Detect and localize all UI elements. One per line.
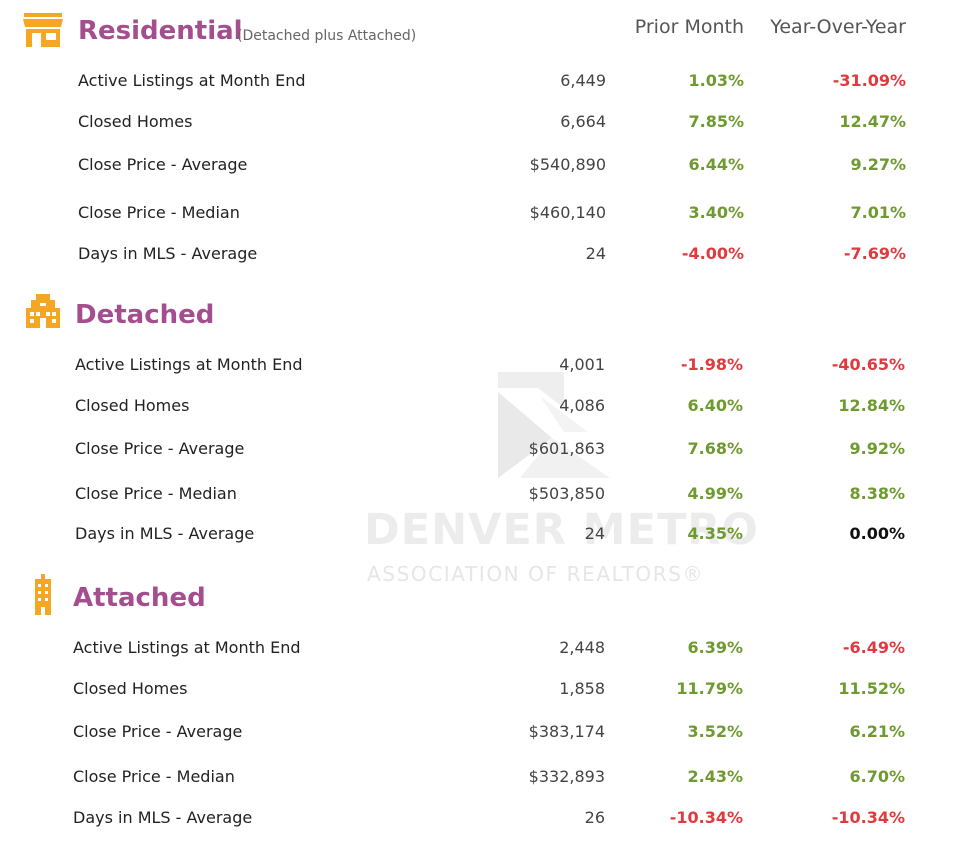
metric-label: Close Price - Median [73,767,235,786]
metric-value: 1,858 [559,679,605,698]
metric-label: Close Price - Median [78,203,240,222]
prior-month-change: 11.79% [676,679,743,698]
storefront-icon [23,13,63,47]
metric-value: $460,140 [529,203,606,222]
year-over-year-change: -6.49% [842,638,905,657]
metric-value: 24 [584,524,605,543]
metric-label: Close Price - Average [75,439,245,458]
metric-value: 26 [584,808,605,827]
prior-month-change: 4.99% [687,484,743,503]
table-row: Close Price - Average $601,863 7.68% 9.9… [0,439,961,463]
prior-month-header: Prior Month [634,16,744,38]
metric-label: Closed Homes [73,679,188,698]
table-row: Closed Homes 1,858 11.79% 11.52% [0,679,961,703]
metric-value: $601,863 [528,439,605,458]
table-row: Days in MLS - Average 24 -4.00% -7.69% [0,244,961,268]
year-over-year-change: -31.09% [832,71,906,90]
prior-month-change: 1.03% [688,71,744,90]
section-subtitle-residential: (Detached plus Attached) [237,28,417,44]
metric-label: Days in MLS - Average [75,524,255,543]
year-over-year-change: 6.21% [849,722,905,741]
year-over-year-change: 8.38% [849,484,905,503]
metric-label: Close Price - Average [78,155,248,174]
metric-value: 4,001 [559,355,605,374]
table-row: Close Price - Median $460,140 3.40% 7.01… [0,203,961,227]
prior-month-change: 6.40% [687,396,743,415]
metric-value: $383,174 [528,722,605,741]
prior-month-change: -10.34% [669,808,743,827]
year-over-year-change: 9.27% [850,155,906,174]
prior-month-change: 7.68% [687,439,743,458]
table-row: Days in MLS - Average 26 -10.34% -10.34% [0,808,961,832]
table-row: Days in MLS - Average 24 4.35% 0.00% [0,524,961,548]
year-over-year-change: 9.92% [849,439,905,458]
metric-value: $540,890 [529,155,606,174]
year-over-year-change: -40.65% [831,355,905,374]
metric-label: Active Listings at Month End [78,71,306,90]
metric-label: Close Price - Average [73,722,243,741]
year-over-year-change: 12.84% [838,396,905,415]
year-over-year-change: 6.70% [849,767,905,786]
section-title-attached: Attached [73,583,206,613]
metric-label: Closed Homes [78,112,193,131]
metric-value: 2,448 [559,638,605,657]
tower-building-icon [35,574,51,615]
metric-value: 24 [585,244,606,263]
prior-month-change: 6.39% [687,638,743,657]
year-over-year-change: -10.34% [831,808,905,827]
watermark-line2: ASSOCIATION OF REALTORS® [367,562,705,586]
prior-month-change: 4.35% [687,524,743,543]
year-over-year-change: -7.69% [843,244,906,263]
prior-month-change: -1.98% [680,355,743,374]
table-row: Closed Homes 6,664 7.85% 12.47% [0,112,961,136]
prior-month-change: -4.00% [681,244,744,263]
metric-value: 6,449 [560,71,606,90]
table-row: Active Listings at Month End 2,448 6.39%… [0,638,961,662]
year-over-year-change: 11.52% [838,679,905,698]
year-over-year-header: Year-Over-Year [770,16,906,38]
year-over-year-change: 12.47% [839,112,906,131]
prior-month-change: 3.40% [688,203,744,222]
section-title-detached: Detached [75,300,215,330]
metric-label: Active Listings at Month End [75,355,303,374]
section-title-residential: Residential [78,16,243,46]
metric-label: Closed Homes [75,396,190,415]
prior-month-change: 3.52% [687,722,743,741]
metric-value: 4,086 [559,396,605,415]
table-row: Active Listings at Month End 4,001 -1.98… [0,355,961,379]
table-row: Close Price - Average $540,890 6.44% 9.2… [0,155,961,179]
metric-label: Active Listings at Month End [73,638,301,657]
table-row: Close Price - Median $503,850 4.99% 8.38… [0,484,961,508]
year-over-year-change: 0.00% [849,524,905,543]
metric-label: Days in MLS - Average [73,808,253,827]
table-row: Close Price - Median $332,893 2.43% 6.70… [0,767,961,791]
metric-label: Close Price - Median [75,484,237,503]
metric-value: 6,664 [560,112,606,131]
prior-month-change: 6.44% [688,155,744,174]
house-building-icon [26,294,60,328]
table-row: Close Price - Average $383,174 3.52% 6.2… [0,722,961,746]
metric-value: $503,850 [528,484,605,503]
metric-label: Days in MLS - Average [78,244,258,263]
table-row: Active Listings at Month End 6,449 1.03%… [0,71,961,95]
table-row: Closed Homes 4,086 6.40% 12.84% [0,396,961,420]
prior-month-change: 2.43% [687,767,743,786]
metric-value: $332,893 [528,767,605,786]
prior-month-change: 7.85% [688,112,744,131]
year-over-year-change: 7.01% [850,203,906,222]
